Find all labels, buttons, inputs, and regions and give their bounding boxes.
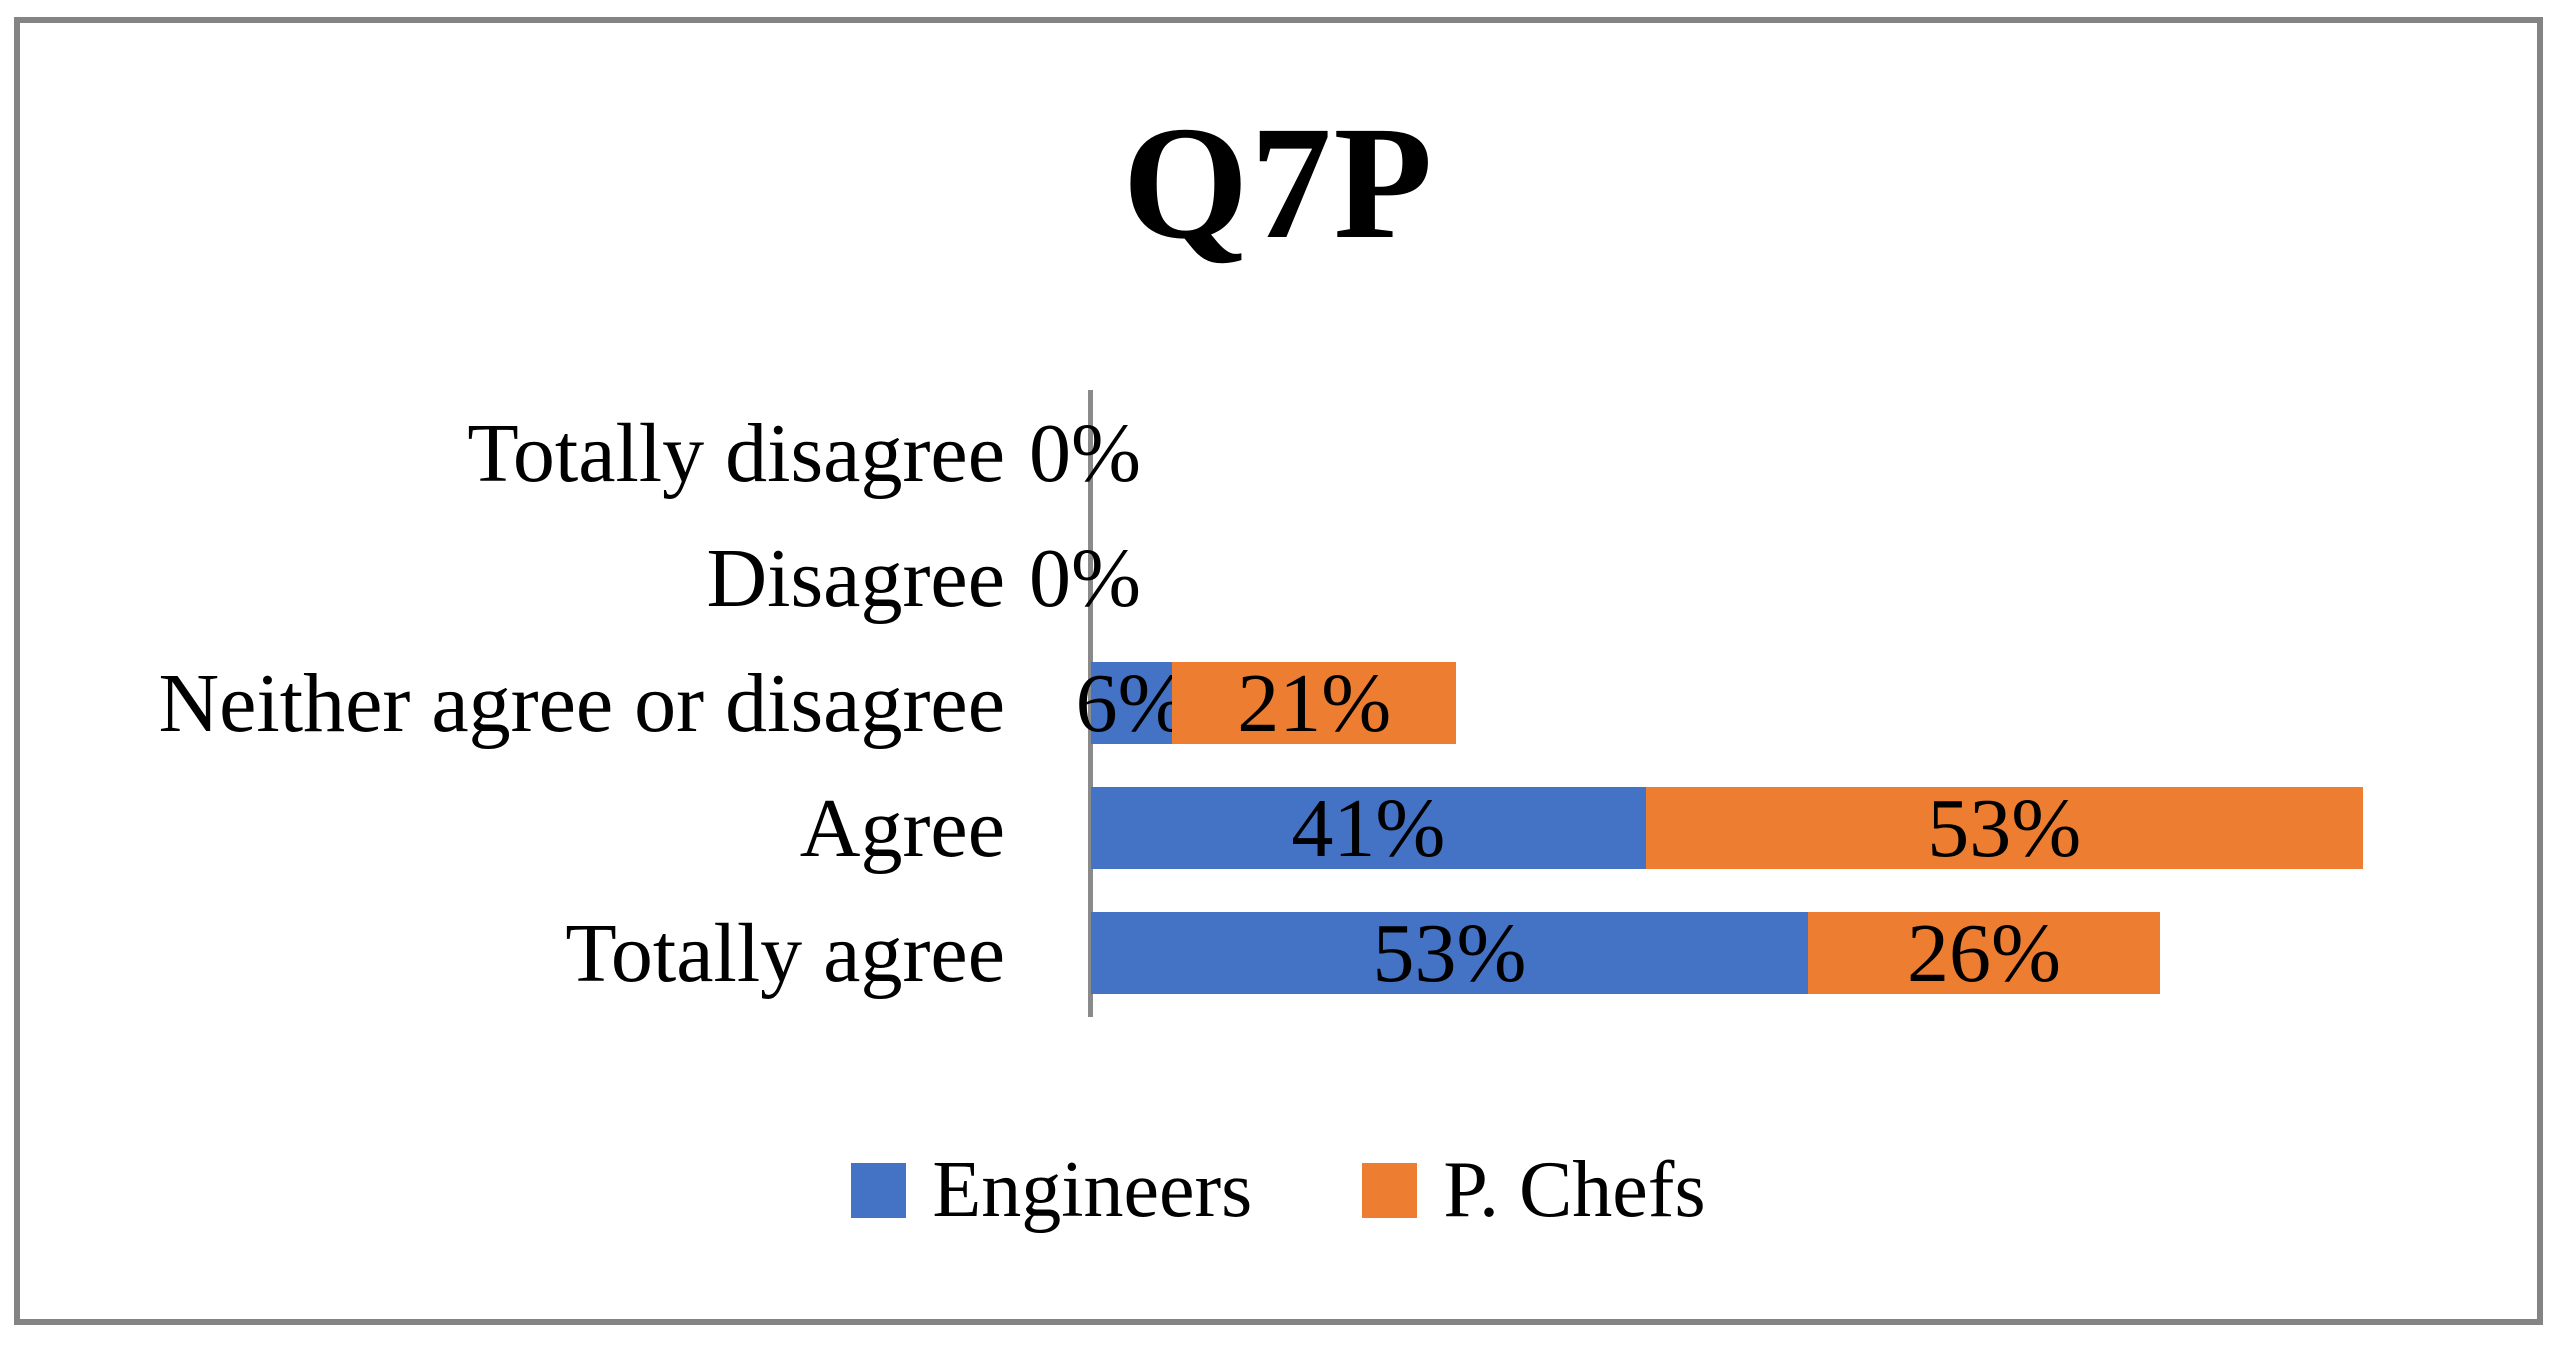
- category-label: Totally disagree: [467, 406, 1005, 500]
- engineers-swatch-icon: [851, 1162, 907, 1218]
- legend-label-chefs: P. Chefs: [1443, 1145, 1706, 1234]
- legend-item-chefs: P. Chefs: [1362, 1145, 1706, 1236]
- chart-title: Q7P: [1122, 94, 1435, 273]
- legend-item-engineers: Engineers: [851, 1145, 1252, 1236]
- bar-segment-engineers: [1091, 662, 1173, 744]
- bar-segment-p-chefs: [1172, 662, 1457, 744]
- data-label-zero: 0%: [1029, 531, 1141, 625]
- data-label-zero: 0%: [1029, 406, 1141, 500]
- category-axis-line: [1088, 390, 1093, 1017]
- chefs-swatch-icon: [1362, 1162, 1418, 1218]
- category-label: Totally agree: [565, 906, 1005, 1000]
- data-label: 6%: [1075, 656, 1188, 750]
- data-label: 21%: [1237, 656, 1392, 750]
- category-label: Disagree: [706, 531, 1005, 625]
- data-label: 41%: [1291, 781, 1446, 875]
- data-label: 53%: [1927, 781, 2082, 875]
- category-label: Neither agree or disagree: [158, 656, 1005, 750]
- category-label: Agree: [799, 781, 1005, 875]
- bar-segment-engineers: [1091, 912, 1809, 994]
- data-label: 53%: [1372, 906, 1527, 1000]
- legend: Engineers P. Chefs: [0, 1146, 2557, 1234]
- data-label: 26%: [1906, 906, 2061, 1000]
- bar-segment-p-chefs: [1808, 912, 2160, 994]
- legend-label-engineers: Engineers: [932, 1145, 1253, 1234]
- bar-segment-p-chefs: [1645, 787, 2363, 869]
- bar-segment-engineers: [1091, 787, 1646, 869]
